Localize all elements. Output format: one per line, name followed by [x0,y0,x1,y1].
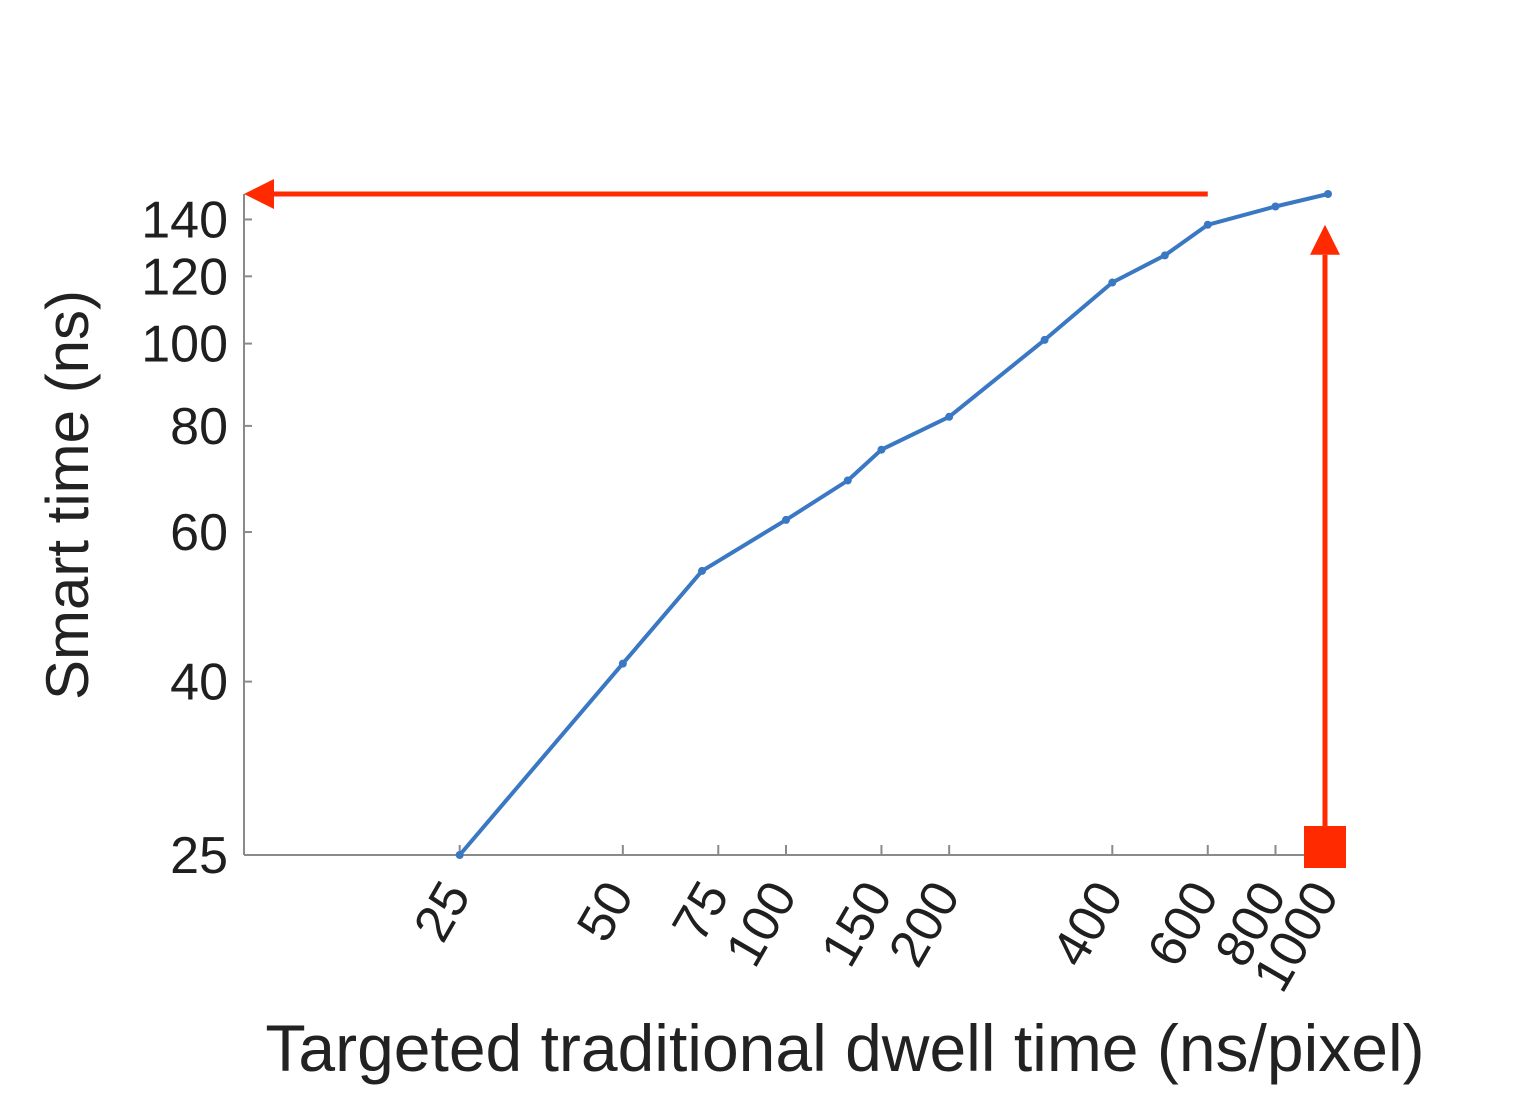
data-point [782,515,790,524]
x-tick-label: 200 [878,872,972,976]
arrow-head [1310,224,1340,255]
y-tick-label: 140 [141,191,228,249]
y-tick-label: 80 [170,398,228,456]
x-axis-title: Targeted traditional dwell time (ns/pixe… [265,1011,1424,1085]
y-tick-label: 120 [141,248,228,306]
series [455,190,1332,859]
y-tick-label: 60 [170,504,228,562]
annotations [244,179,1346,868]
data-point [455,851,464,859]
data-point [618,659,627,668]
y-axis-title: Smart time (ns) [34,290,101,700]
data-point [945,412,954,421]
data-point [698,566,707,575]
x-tick-label: 400 [1041,872,1135,976]
x-tick-label: 50 [566,872,645,951]
data-point [1203,220,1212,229]
data-point [1271,202,1280,211]
x-tick-label: 150 [810,872,904,976]
axis-titles: Smart time (ns) Targeted traditional dwe… [34,290,1425,1085]
square-marker [1304,826,1346,868]
data-point [1108,278,1117,287]
y-tick-label: 100 [141,316,228,374]
data-point [877,445,886,454]
data-point [1040,335,1049,344]
arrow-head [244,179,274,209]
x-tick-label: 600 [1137,872,1231,976]
y-tick-label: 40 [170,654,228,712]
y-tick-label: 25 [170,827,228,885]
x-tick-label: 25 [403,872,482,951]
axes [243,194,1328,856]
series-line [457,192,1330,857]
data-point [1160,251,1169,260]
x-tick-label: 100 [715,872,809,976]
data-point [843,476,852,485]
data-point [1324,190,1332,198]
